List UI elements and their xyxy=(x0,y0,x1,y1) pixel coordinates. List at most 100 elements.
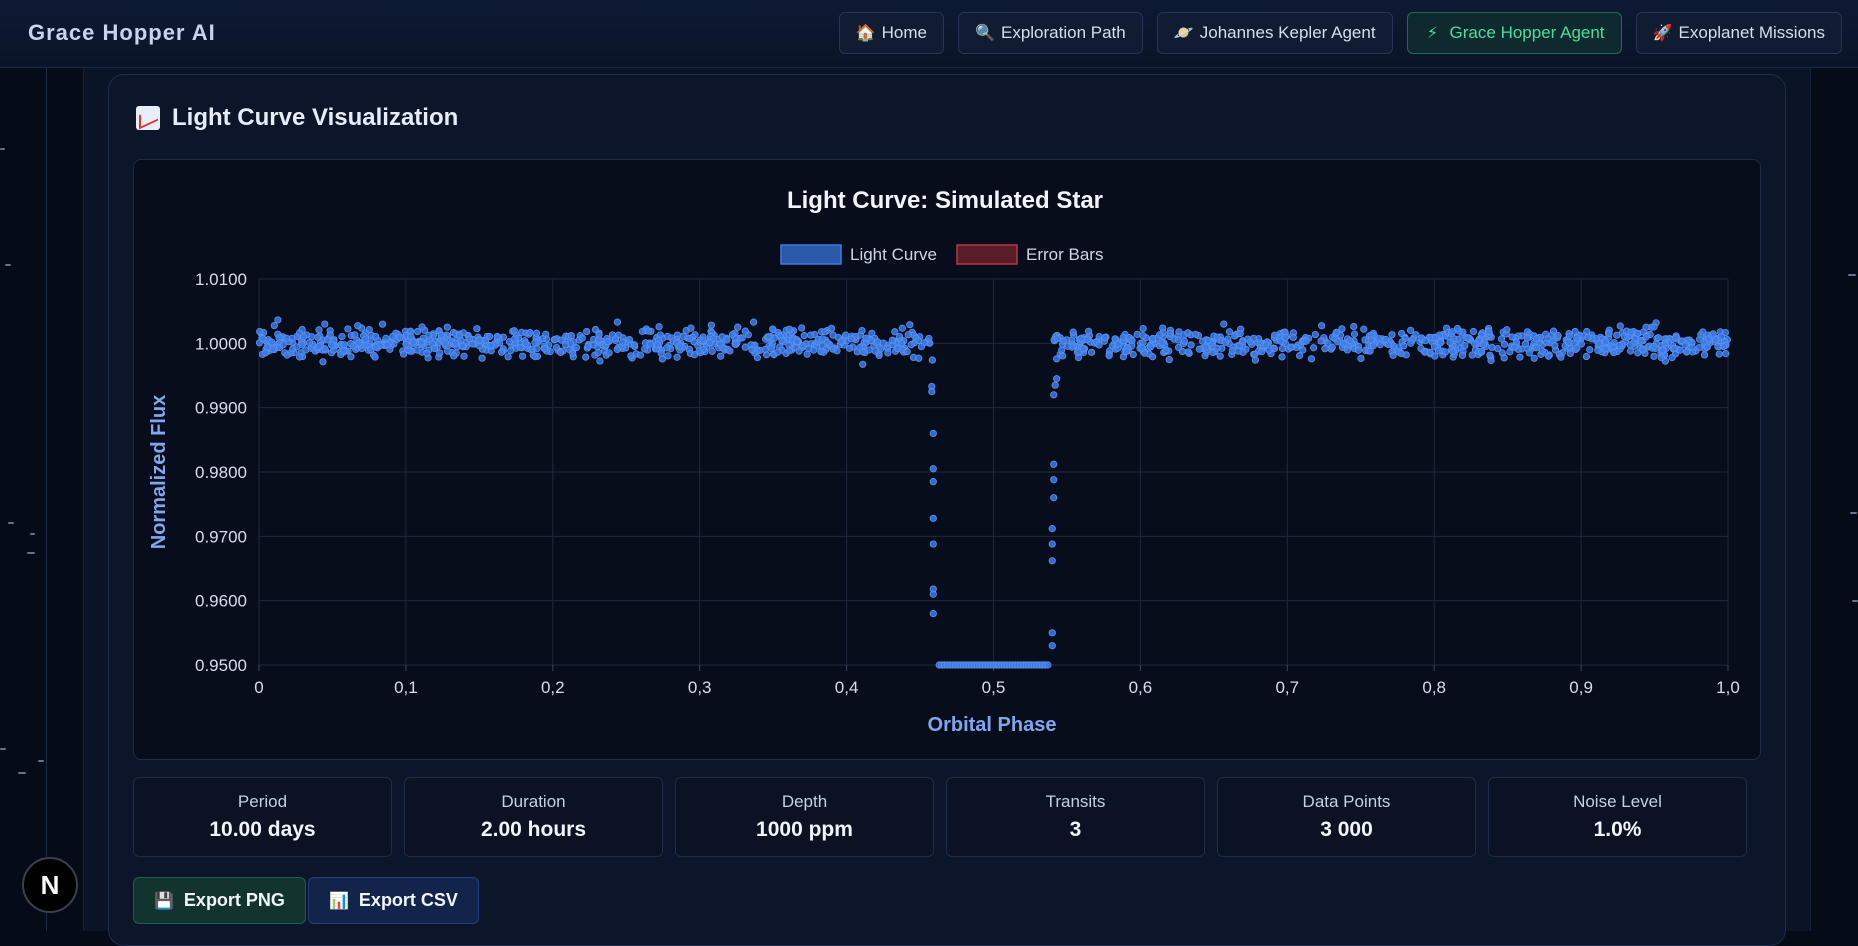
data-point-baseline xyxy=(1311,330,1319,339)
data-point-baseline xyxy=(396,333,404,342)
data-point-baseline xyxy=(748,346,756,354)
brand-logo[interactable]: Grace Hopper AI xyxy=(28,20,216,45)
data-point-baseline xyxy=(279,341,287,349)
data-point-baseline xyxy=(351,331,359,339)
data-point-baseline xyxy=(1287,343,1295,351)
data-point-baseline xyxy=(821,328,829,336)
data-point-baseline xyxy=(1510,343,1519,351)
export-png-button[interactable]: 💾 Export PNG xyxy=(133,877,306,924)
data-point-baseline xyxy=(1565,332,1573,340)
data-point-baseline xyxy=(1184,329,1192,337)
data-point-baseline xyxy=(686,335,694,343)
data-point-baseline xyxy=(1236,329,1244,338)
stat-value: 3 000 xyxy=(1320,818,1373,841)
data-point-baseline xyxy=(1650,352,1658,360)
data-point-baseline xyxy=(1295,352,1304,360)
data-point-baseline xyxy=(1317,337,1325,345)
data-point-baseline xyxy=(1700,351,1709,359)
data-point-baseline xyxy=(1610,348,1618,357)
data-point-baseline xyxy=(750,318,758,326)
stat-value: 1.0% xyxy=(1593,818,1642,841)
data-point-baseline xyxy=(268,338,276,346)
data-point-baseline xyxy=(1258,348,1266,356)
export-csv-button[interactable]: 📊 Export CSV xyxy=(308,877,479,924)
data-point-baseline xyxy=(1202,343,1210,351)
data-point-baseline xyxy=(1105,352,1113,360)
data-point-baseline xyxy=(409,338,417,346)
nav-label: Exploration Path xyxy=(1000,23,1126,42)
stat-label: Depth xyxy=(781,792,828,811)
magnifier-icon: 🔍 xyxy=(974,25,995,42)
data-point-baseline xyxy=(315,326,323,334)
data-point-baseline xyxy=(917,342,926,351)
stat-value: 10.00 days xyxy=(209,818,316,841)
data-point-baseline xyxy=(1262,341,1270,349)
data-point-baseline xyxy=(1432,333,1440,341)
data-point-baseline xyxy=(718,333,726,341)
data-point-egress xyxy=(1050,460,1058,468)
data-point-transit-bottom xyxy=(1044,661,1052,669)
data-point-baseline xyxy=(531,353,539,361)
data-point-baseline xyxy=(389,332,397,341)
data-point-baseline xyxy=(305,339,313,347)
data-point-egress xyxy=(1048,557,1056,565)
data-point-baseline xyxy=(1407,326,1415,334)
data-point-baseline xyxy=(1111,335,1119,343)
data-point-baseline xyxy=(1343,346,1351,354)
data-point-egress xyxy=(1051,381,1059,389)
data-point-baseline xyxy=(644,327,653,335)
data-point-baseline xyxy=(1446,338,1454,347)
y-axis-label: Normalized Flux xyxy=(148,395,170,549)
data-point-baseline xyxy=(1321,345,1329,353)
nav-menu: 🏠 Home 🔍 Exploration Path 🪐 Johannes Kep… xyxy=(838,12,1842,54)
data-point-baseline xyxy=(728,331,737,339)
nav-exoplanet-missions[interactable]: 🚀 Exoplanet Missions xyxy=(1635,12,1842,54)
data-point-baseline xyxy=(1129,350,1137,359)
data-point-baseline xyxy=(837,338,845,346)
data-point-baseline xyxy=(1216,352,1224,360)
data-point-baseline xyxy=(608,331,617,339)
data-point-ingress xyxy=(929,609,937,618)
stat-value: 1000 ppm xyxy=(756,818,853,841)
data-point-baseline xyxy=(1533,335,1541,343)
data-point-baseline xyxy=(591,325,600,334)
bar-chart-icon: 📊 xyxy=(329,892,349,910)
light-curve-svg[interactable]: 0 0,1 0,2 0,3 0,4 0,5 0,6 0,7 0,8 0,9 1,0 1.0100 1.0… xyxy=(134,160,1760,759)
nav-grace-hopper-agent[interactable]: ⚡ Grace Hopper Agent xyxy=(1406,12,1622,54)
x-tick-label: 0 xyxy=(254,678,263,697)
data-point-baseline xyxy=(1195,345,1203,353)
data-point-baseline xyxy=(1357,354,1365,363)
data-point-baseline xyxy=(1350,322,1358,331)
data-point-baseline xyxy=(898,324,906,332)
background-star xyxy=(30,533,35,535)
light-curve-chart[interactable]: 0 0,1 0,2 0,3 0,4 0,5 0,6 0,7 0,8 0,9 1,0 1.0100 1.0… xyxy=(133,159,1761,760)
legend-label-light-curve[interactable]: Light Curve xyxy=(850,245,937,264)
stats-row: Period 10.00 days Duration 2.00 hours De… xyxy=(133,777,1747,857)
data-point-baseline xyxy=(904,331,912,339)
data-point-baseline xyxy=(1464,334,1472,342)
data-point-baseline xyxy=(673,353,681,361)
legend-label-error-bars[interactable]: Error Bars xyxy=(1026,245,1103,264)
data-point-baseline xyxy=(295,353,304,361)
data-point-baseline xyxy=(1627,328,1635,336)
data-point-baseline xyxy=(1485,327,1493,335)
y-tick-label: 1.0100 xyxy=(195,270,247,289)
data-point-baseline xyxy=(557,348,565,357)
data-point-baseline xyxy=(1138,344,1146,352)
data-point-ingress xyxy=(929,514,937,522)
data-point-baseline xyxy=(327,341,336,349)
data-point-baseline xyxy=(1642,323,1650,331)
nav-johannes-kepler-agent[interactable]: 🪐 Johannes Kepler Agent xyxy=(1156,12,1393,54)
data-point-baseline xyxy=(1265,346,1273,354)
data-point-baseline xyxy=(372,343,380,351)
nextjs-badge[interactable]: N xyxy=(22,857,78,913)
data-point-egress xyxy=(1048,642,1056,650)
chart-legend[interactable]: Light Curve Error Bars xyxy=(780,244,1103,265)
data-point-baseline xyxy=(1400,342,1408,350)
nav-home[interactable]: 🏠 Home xyxy=(838,12,944,54)
data-point-baseline xyxy=(423,349,431,357)
data-point-baseline xyxy=(1174,336,1182,344)
data-point-baseline xyxy=(1271,331,1279,339)
data-point-baseline xyxy=(1659,346,1667,354)
nav-exploration-path[interactable]: 🔍 Exploration Path xyxy=(957,12,1143,54)
